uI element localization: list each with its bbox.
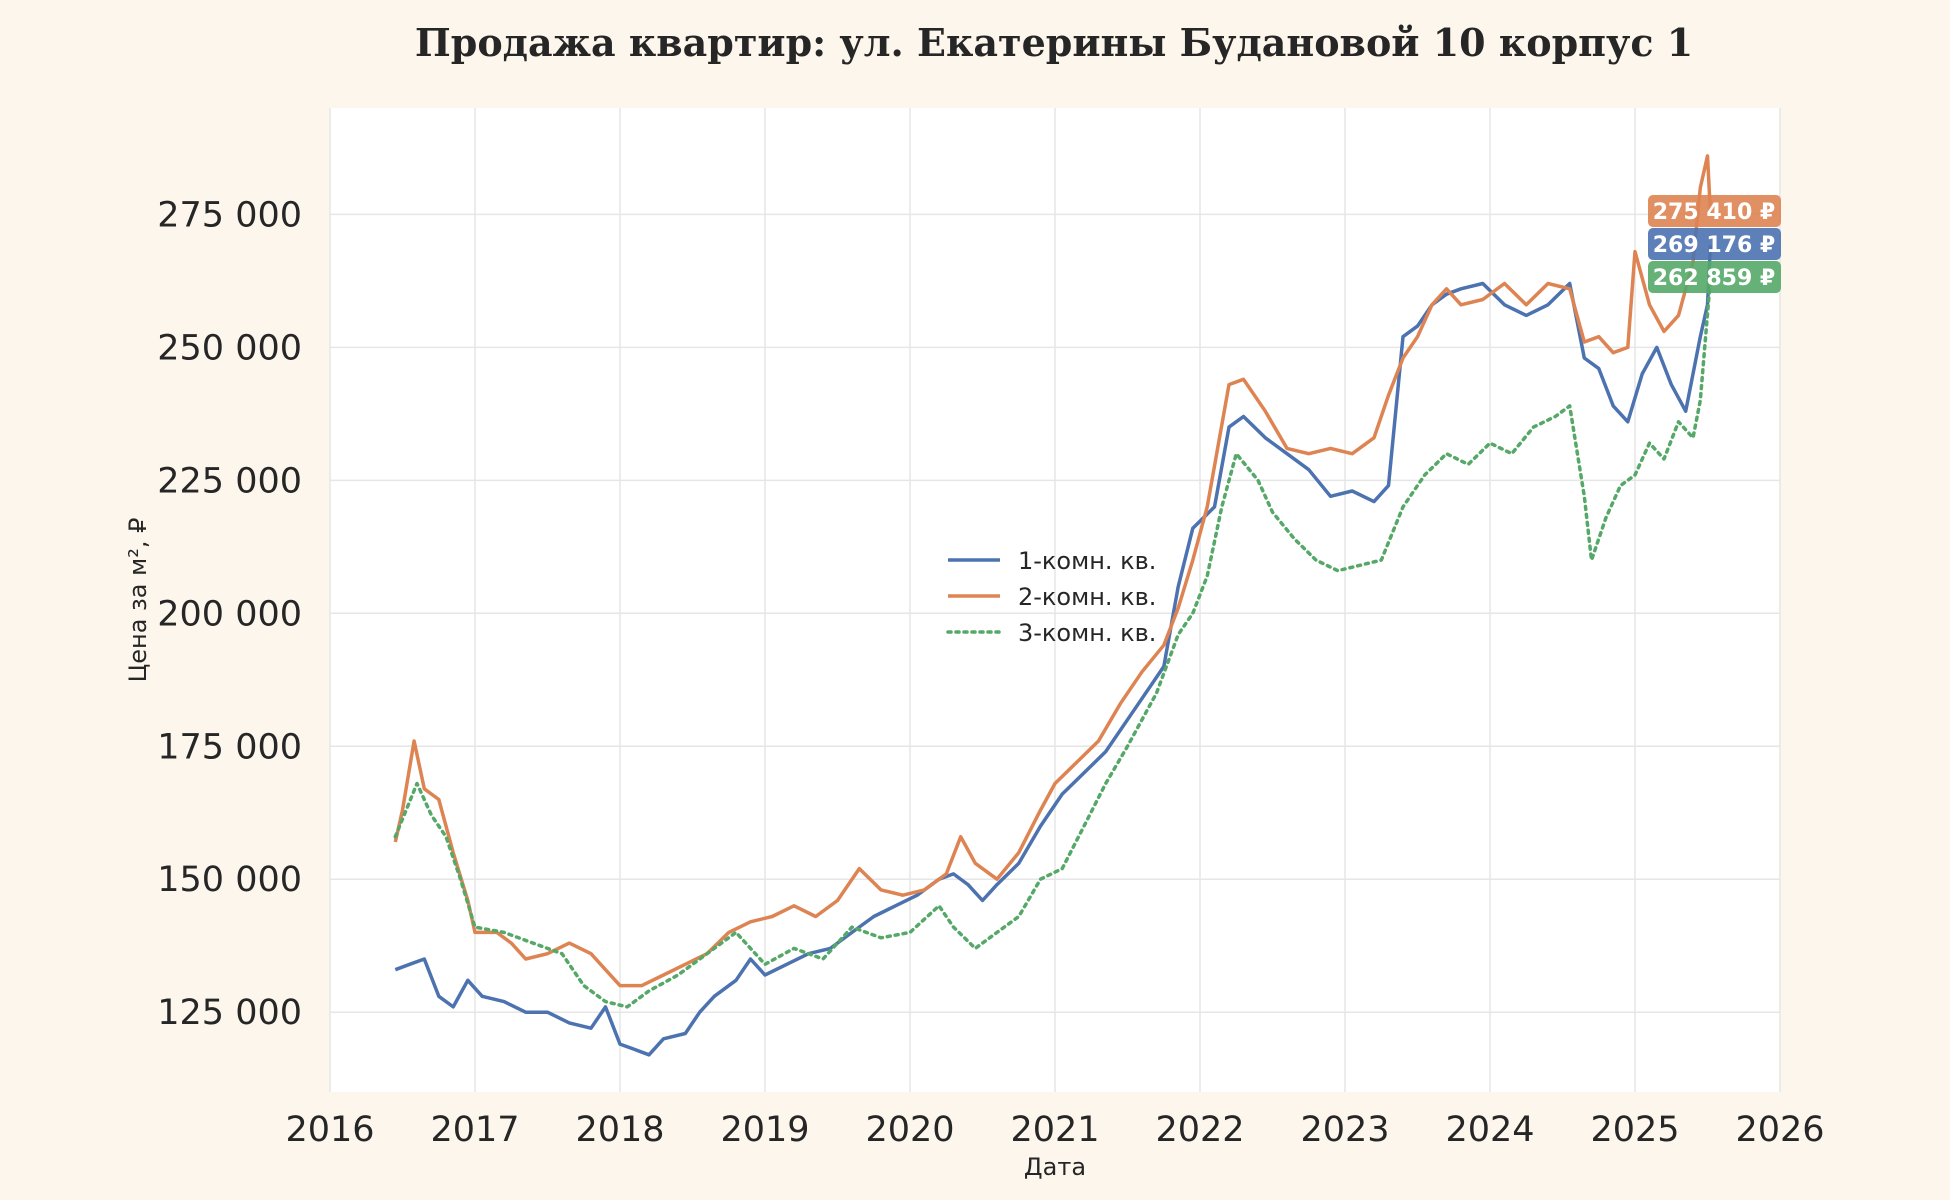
x-tick-label: 2025 (1590, 1110, 1679, 1150)
end-value-box (1648, 228, 1781, 260)
end-value-text: 262 859 ₽ (1653, 266, 1775, 291)
series-line-3k (393, 277, 1713, 1009)
x-tick-label: 2019 (720, 1110, 809, 1150)
y-tick-label: 150 000 (157, 860, 302, 900)
x-tick-label: 2024 (1445, 1110, 1534, 1150)
x-tick-label: 2017 (430, 1110, 519, 1150)
chart-title: Продажа квартир: ул. Екатерины Будановой… (415, 20, 1693, 65)
y-tick-label: 175 000 (157, 727, 302, 767)
x-tick-label: 2023 (1300, 1110, 1389, 1150)
series-lines (393, 154, 1713, 1057)
x-tick-label: 2020 (865, 1110, 954, 1150)
y-tick-label: 250 000 (157, 328, 302, 368)
x-tick-label: 2016 (285, 1110, 374, 1150)
y-tick-label: 225 000 (157, 461, 302, 501)
legend-label: 3-комн. кв. (1018, 619, 1156, 647)
y-axis-label: Цена за м², ₽ (124, 518, 152, 683)
y-tick-label: 200 000 (157, 594, 302, 634)
end-value-box (1648, 195, 1781, 227)
x-tick-label: 2021 (1010, 1110, 1099, 1150)
legend-label: 1-комн. кв. (1018, 547, 1156, 575)
x-tick-label: 2018 (575, 1110, 664, 1150)
series-line-2k (393, 154, 1713, 988)
end-value-labels: 275 410 ₽ 269 176 ₽ 262 859 ₽ (1648, 195, 1781, 293)
y-tick-label: 275 000 (157, 195, 302, 235)
end-value-text: 275 410 ₽ (1653, 200, 1775, 225)
x-axis-label: Дата (1024, 1153, 1086, 1181)
x-tick-label: 2026 (1735, 1110, 1824, 1150)
x-tick-label: 2022 (1155, 1110, 1244, 1150)
y-tick-label: 125 000 (157, 993, 302, 1033)
end-value-box (1648, 261, 1781, 293)
legend-label: 2-комн. кв. (1018, 583, 1156, 611)
grid (329, 108, 1781, 1092)
legend: 1-комн. кв. 2-комн. кв. 3-комн. кв. (946, 547, 1156, 647)
tick-labels: 2016 2017 2018 2019 2020 2021 2022 2023 2024 2025… (157, 195, 1824, 1150)
series-line-1k (394, 245, 1713, 1057)
end-value-text: 269 176 ₽ (1653, 233, 1775, 258)
